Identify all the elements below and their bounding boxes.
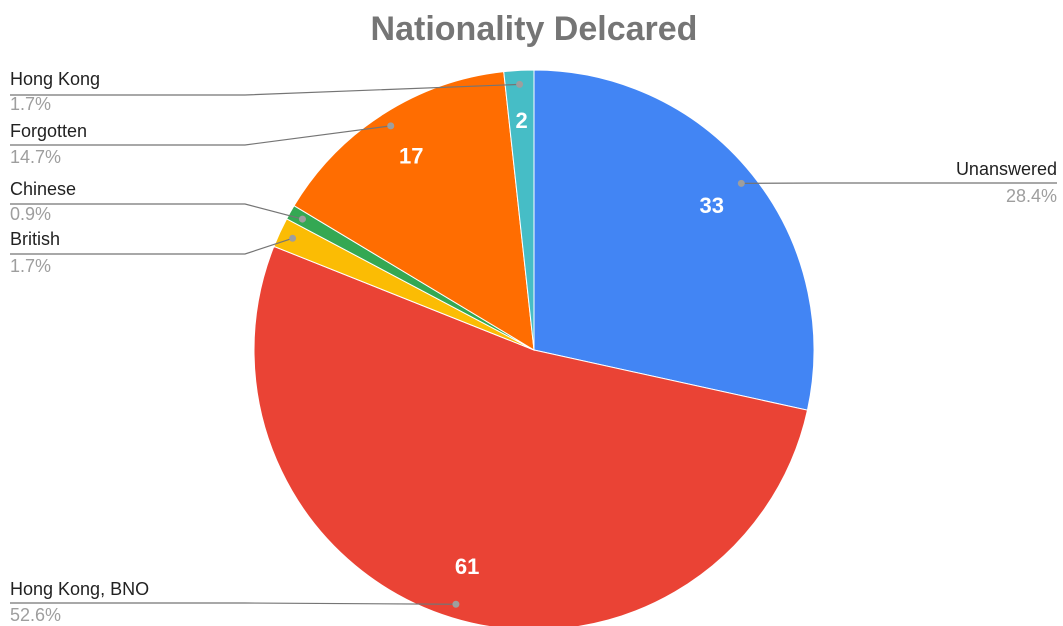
legend-name: Unanswered	[956, 159, 1057, 179]
slices	[253, 69, 815, 626]
value-label: 61	[455, 554, 479, 579]
legend-percentage: 28.4%	[1006, 186, 1057, 206]
pie-slice	[293, 71, 535, 351]
legend-percentage: 14.7%	[10, 147, 61, 167]
value-label: 17	[399, 144, 423, 169]
callout-dot	[289, 234, 297, 242]
callout-dot	[298, 215, 306, 223]
legend-name: Hong Kong	[10, 69, 100, 89]
legend-name: Chinese	[10, 179, 76, 199]
legend-percentage: 1.7%	[10, 256, 51, 276]
callout-line	[10, 602, 456, 605]
callout-line	[10, 237, 293, 255]
legend-name: British	[10, 229, 60, 249]
legend-percentage: 0.9%	[10, 204, 51, 224]
callout-dot	[387, 122, 395, 130]
pie-slice	[503, 69, 535, 351]
pie-slice	[533, 69, 815, 411]
pie-slice	[253, 245, 809, 626]
callout-line	[10, 203, 303, 220]
callout-line	[10, 125, 391, 146]
callout-dot	[452, 600, 460, 608]
labels: 33 Unanswered 28.4% 61 Hong Kong, BNO 52.6% Br…	[10, 69, 1057, 625]
value-label: 2	[516, 108, 528, 133]
value-label: 33	[699, 193, 723, 218]
legend-name: Forgotten	[10, 121, 87, 141]
callout-line	[10, 83, 520, 96]
callout-dot	[516, 80, 524, 88]
legend-name: Hong Kong, BNO	[10, 579, 149, 599]
legend-percentage: 52.6%	[10, 605, 61, 625]
chart-title: Nationality Delcared	[371, 10, 698, 48]
legend-percentage: 1.7%	[10, 94, 51, 114]
callout-dot	[737, 179, 745, 187]
